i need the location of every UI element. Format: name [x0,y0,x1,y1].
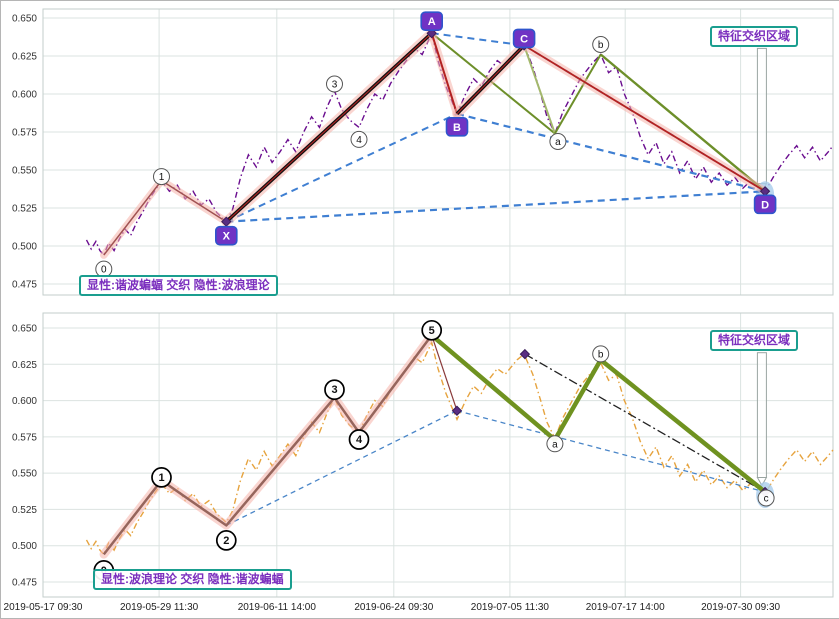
guide-X-D [226,190,766,223]
y-tick-label: 0.625 [12,52,37,63]
y-tick-label: 0.525 [12,204,37,215]
svg-text:a: a [555,137,561,148]
wave-0-to-5 [102,334,433,556]
y-tick-label: 0.475 [12,578,37,589]
y-tick-label: 0.525 [12,505,37,516]
svg-text:C: C [520,33,528,45]
plot-border [42,312,834,598]
top-interweave-zone-label: 特征交织区域 [710,26,799,47]
y-tick-label: 0.650 [12,324,37,335]
highlight-band [756,47,767,185]
x-tick-label: 2019-06-24 09:30 [354,602,433,613]
point-label-5: 5 [421,319,443,341]
point-label-c: c [757,489,775,507]
svg-text:B: B [453,122,461,134]
panel-harmonic-explicit-wave-implicit: 0.650 0.625 0.600 0.575 0.550 0.525 0.500 0.475… [12,8,834,296]
point-label-2: 2 [215,530,237,551]
svg-text:A: A [428,16,436,28]
y-tick-label: 0.575 [12,432,37,443]
wave-a-b [554,53,602,135]
y-tick-label: 0.600 [12,396,37,407]
point-label-b: b [592,36,610,53]
point-label-X: X [215,225,238,246]
guide-2-B [226,410,458,526]
svg-text:X: X [223,231,231,243]
harmonic-C-D [523,44,766,193]
top-caption: 显性:谐波蝙蝠 交织 隐性:波浪理论 [79,275,278,296]
svg-text:4: 4 [356,434,363,446]
point-label-3: 3 [324,379,345,401]
svg-text:0: 0 [101,265,107,276]
svg-text:b: b [598,40,604,51]
wave-0-to-5-glow [99,331,436,559]
diamond-marker [519,348,531,360]
bottom-caption: 显性:波浪理论 交织 隐性:谐波蝙蝠 [93,569,292,590]
point-label-C: C [512,28,536,49]
point-label-a: a [549,133,567,150]
x-tick-label: 2019-05-17 09:30 [4,602,83,613]
point-label-a: a [546,435,564,453]
x-tick-label: 2019-05-29 11:30 [120,602,199,613]
svg-text:c: c [764,494,769,505]
svg-text:a: a [552,439,558,450]
x-tick-label: 2019-07-05 11:30 [471,602,550,613]
svg-text:3: 3 [332,80,338,91]
guide-B-c [456,410,766,493]
wave-0-1-X-glow [100,176,231,259]
point-label-1: 1 [151,467,172,488]
y-tick-label: 0.500 [12,242,37,253]
harmonic-A-B [430,32,458,115]
y-tick-label: 0.550 [12,166,37,177]
svg-text:b: b [598,349,604,360]
svg-text:5: 5 [429,325,435,337]
point-label-1: 1 [153,168,170,186]
highlight-band-tip [756,476,768,487]
x-tick-label: 2019-07-30 09:30 [701,602,780,613]
point-label-b: b [592,345,610,363]
y-tick-label: 0.600 [12,90,37,101]
guide-X-B [225,112,458,223]
svg-text:D: D [761,199,769,211]
y-tick-label: 0.500 [12,541,37,552]
hidden-C-c [524,353,766,493]
price-series [85,340,834,556]
y-tick-label: 0.550 [12,469,37,480]
harmonic-B-C-core [456,45,525,115]
wave-5-a-b-c [430,333,767,494]
point-label-D: D [753,194,777,215]
svg-text:1: 1 [159,172,165,183]
guide-B-D [456,112,766,193]
panel-wave-explicit-harmonic-implicit: 0.650 0.625 0.600 0.575 0.550 0.525 0.500 0.475… [12,312,834,598]
x-tick-label: 2019-07-17 14:00 [586,602,665,613]
diamond-marker [451,405,463,416]
point-label-4: 4 [348,429,370,450]
x-tick-label: 2019-06-11 14:00 [238,602,317,613]
hidden-5-B [431,335,458,411]
wave-0-1-X [103,179,227,256]
guide-A-C [431,32,525,47]
harmonic-X-A-core [225,32,433,223]
point-label-3: 3 [326,75,343,93]
svg-text:2: 2 [223,535,229,547]
plot-border [42,8,834,296]
y-tick-label: 0.575 [12,128,37,139]
point-label-4: 4 [350,130,368,148]
wave-b-D [599,53,766,193]
price-series [85,31,834,257]
svg-text:3: 3 [331,384,337,396]
y-tick-label: 0.625 [12,360,37,371]
y-tick-label: 0.650 [12,14,37,25]
y-tick-label: 0.475 [12,280,37,291]
svg-text:1: 1 [158,472,164,484]
bottom-interweave-zone-label: 特征交织区域 [710,330,799,351]
point-label-B: B [445,117,469,137]
point-label-A: A [420,11,444,31]
svg-text:4: 4 [356,135,362,146]
highlight-band [756,352,767,479]
wave-C-a [523,45,556,134]
